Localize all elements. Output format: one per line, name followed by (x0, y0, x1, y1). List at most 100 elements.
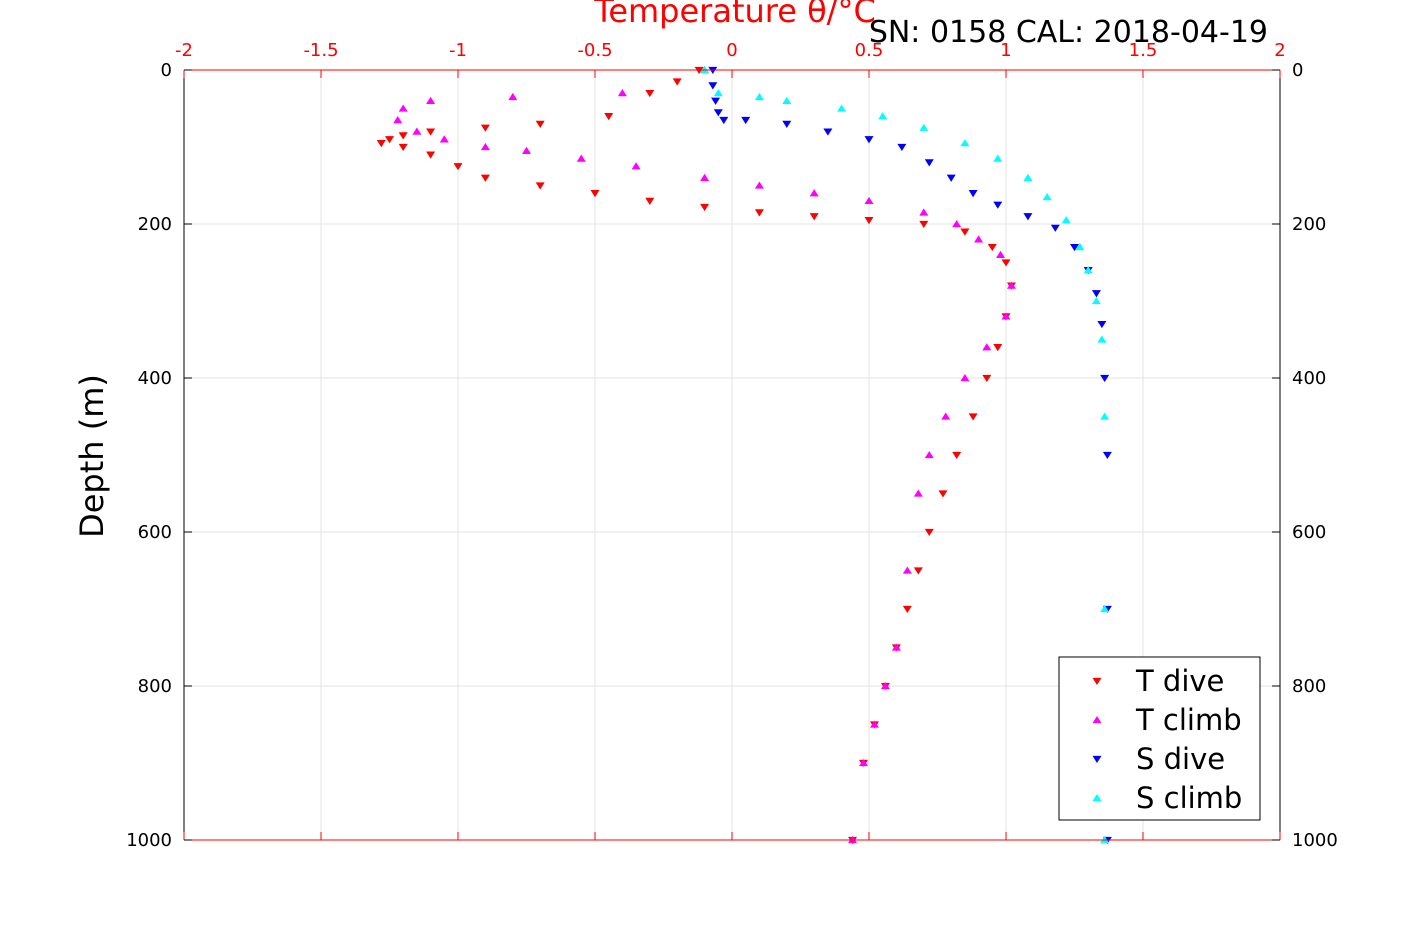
data-point (617, 89, 627, 97)
data-point (700, 203, 710, 212)
data-point (880, 681, 890, 690)
x-tick-label: -0.5 (577, 40, 612, 61)
data-point (1023, 173, 1033, 181)
x-tick-label: 2 (1274, 40, 1285, 61)
data-point (902, 566, 912, 574)
series-t-dive (376, 66, 1016, 845)
data-point (924, 450, 934, 459)
data-point (924, 528, 934, 537)
legend-marker (1092, 793, 1102, 802)
data-point (952, 451, 962, 460)
data-point (713, 89, 723, 97)
y-tick-label-left: 600 (138, 522, 172, 543)
data-point (376, 140, 386, 148)
data-point (711, 97, 721, 105)
legend-marker (1092, 755, 1102, 764)
data-point (837, 104, 847, 112)
data-point (439, 135, 449, 143)
data-point (1100, 374, 1110, 383)
legend-label: S dive (1136, 742, 1225, 776)
legend-label: T climb (1135, 703, 1242, 737)
data-point (960, 139, 970, 147)
legend-box (1058, 656, 1261, 821)
y-tick-label-left: 800 (138, 676, 172, 697)
data-point (809, 213, 819, 221)
y-tick-label-left: 200 (138, 214, 172, 235)
y-tick-label-right: 800 (1292, 676, 1326, 697)
data-point (782, 96, 792, 104)
data-point (1042, 193, 1052, 201)
legend-marker (1092, 677, 1102, 686)
x-tick-label: 0.5 (855, 40, 884, 61)
data-point (982, 343, 992, 351)
data-point (754, 209, 764, 217)
data-point (1023, 213, 1033, 221)
y-tick-label-left: 400 (138, 368, 172, 389)
data-point (864, 217, 874, 225)
data-point (941, 412, 951, 420)
data-point (987, 243, 997, 252)
data-point (576, 154, 586, 162)
data-point (412, 127, 422, 135)
data-point (1075, 243, 1085, 251)
data-point (535, 182, 545, 190)
data-point (878, 112, 888, 120)
data-layer (376, 65, 1112, 845)
x-tick-label: -1.5 (303, 40, 338, 61)
data-point (809, 189, 819, 197)
data-point (426, 96, 436, 104)
data-point (960, 228, 970, 236)
data-point (453, 163, 463, 171)
data-point (1006, 281, 1016, 289)
x-tick-label: 1 (1000, 40, 1011, 61)
data-point (700, 173, 710, 181)
data-point (913, 489, 923, 497)
data-point (426, 128, 436, 136)
data-point (1091, 290, 1101, 298)
data-point (719, 116, 729, 125)
data-point (924, 159, 934, 167)
data-point (864, 136, 874, 144)
data-point (631, 162, 641, 170)
data-point (996, 250, 1006, 258)
chart-title: SN: 0158 CAL: 2018-04-19 (869, 15, 1268, 50)
x-tick-label: 0 (726, 40, 737, 61)
data-point (1070, 243, 1079, 252)
data-point (1102, 451, 1112, 460)
legend-label: T dive (1135, 664, 1224, 698)
data-point (993, 201, 1003, 209)
data-point (1100, 412, 1110, 420)
data-point (754, 181, 764, 189)
data-point (645, 197, 655, 205)
data-point (1097, 320, 1107, 329)
data-point (859, 758, 869, 767)
data-point (708, 82, 718, 90)
x-tick-label: 1.5 (1129, 40, 1158, 61)
data-point (604, 113, 614, 121)
data-point (891, 643, 901, 651)
data-point (897, 143, 907, 152)
data-point (1050, 224, 1060, 232)
data-point (974, 235, 984, 243)
data-point (645, 89, 655, 98)
legend-marker (1092, 715, 1102, 724)
x-tick-label: -2 (175, 40, 193, 61)
y-tick-label-left: 0 (161, 60, 172, 81)
data-point (480, 124, 490, 132)
data-point (713, 109, 723, 117)
y-tick-label-right: 400 (1292, 368, 1326, 389)
data-point (590, 190, 600, 198)
y-tick-label-right: 600 (1292, 522, 1326, 543)
data-point (480, 142, 490, 151)
y-tick-label-right: 200 (1292, 214, 1326, 235)
x-axis-label: Temperature θ/°C (593, 0, 876, 30)
data-point (919, 220, 929, 229)
data-point (522, 146, 531, 154)
data-point (982, 374, 992, 383)
data-point (1001, 259, 1011, 267)
data-point (913, 567, 923, 575)
y-axis-label: Depth (m) (73, 374, 111, 538)
data-point (823, 128, 833, 136)
